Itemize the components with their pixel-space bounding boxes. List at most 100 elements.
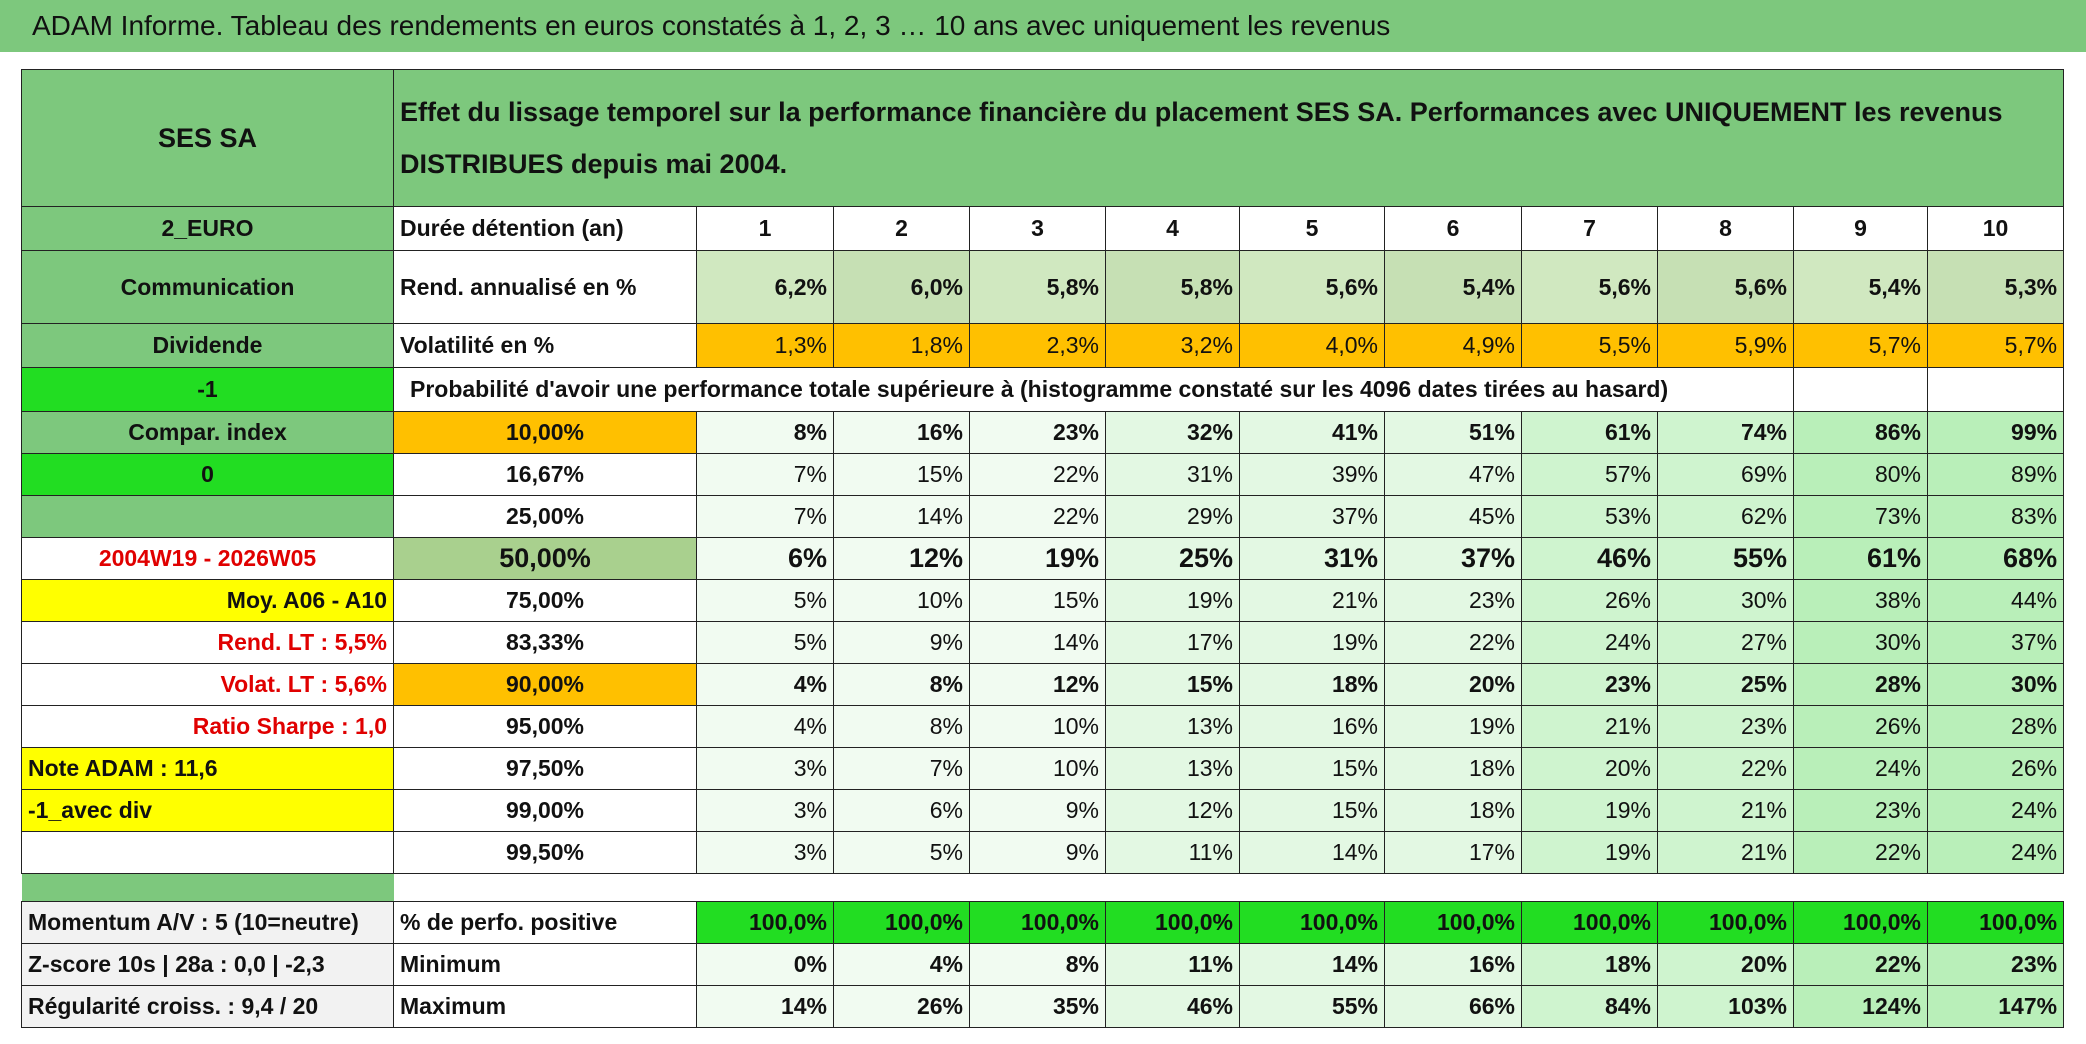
row: -1 Probabilité d'avoir une performance to…	[21, 367, 2065, 412]
cell: 3%	[696, 789, 834, 832]
cell: Compar. index	[21, 411, 394, 454]
cell: 4%	[696, 663, 834, 706]
cell: 24%	[1926, 831, 2065, 874]
cell: 15%	[833, 453, 970, 496]
cell: 4,9%	[1384, 323, 1522, 368]
cell: 8%	[969, 943, 1106, 986]
cell: 147%	[1926, 985, 2065, 1028]
cell: 26%	[1793, 705, 1928, 748]
cell: 5,8%	[1105, 250, 1240, 324]
cell: 1	[696, 206, 834, 251]
cell: 18%	[1239, 663, 1385, 706]
cell: 38%	[1793, 579, 1928, 622]
cell: 14%	[1239, 831, 1385, 874]
cell: 3	[969, 206, 1106, 251]
cell: 80%	[1793, 453, 1928, 496]
row: Momentum A/V : 5 (10=neutre)% de perfo. …	[21, 901, 2065, 944]
cell: 99,00%	[393, 789, 697, 832]
cell: 19%	[1521, 789, 1658, 832]
cell: Dividende	[21, 323, 394, 368]
cell: 7%	[696, 495, 834, 538]
cell: 2,3%	[969, 323, 1106, 368]
cell: 19%	[1239, 621, 1385, 664]
row: Ratio Sharpe : 1,0 95,00% 4% 8% 10% 13% 16% 19%…	[21, 705, 2065, 748]
row: Rend. LT : 5,5% 83,33% 5% 9% 14% 17% 19% 22% 24%…	[21, 621, 2065, 664]
cell: 12%	[969, 663, 1106, 706]
cell: 23%	[1657, 705, 1794, 748]
cell: Effet du lissage temporel sur la perform…	[392, 69, 2065, 207]
cell: 21%	[1239, 579, 1385, 622]
cell: 61%	[1521, 411, 1658, 454]
cell: 100,0%	[1926, 901, 2065, 944]
cell: 39%	[1239, 453, 1385, 496]
cell: 13%	[1105, 747, 1240, 790]
cell: 16%	[1384, 943, 1522, 986]
cell: Volat. LT : 5,6%	[21, 663, 394, 706]
cell: Rend. annualisé en %	[393, 250, 697, 324]
cell: 22%	[1384, 621, 1522, 664]
cell: 100,0%	[1105, 901, 1240, 944]
cell	[21, 831, 394, 874]
cell: Volatilité en %	[393, 323, 697, 368]
cell: 47%	[1384, 453, 1522, 496]
cell: 100,0%	[696, 901, 834, 944]
cell: Probabilité d'avoir une performance tota…	[393, 367, 1794, 412]
cell: 31%	[1105, 453, 1240, 496]
cell: 2_EURO	[21, 206, 394, 251]
cell: 21%	[1521, 705, 1658, 748]
cell: 4	[1105, 206, 1240, 251]
cell: 53%	[1521, 495, 1658, 538]
row: Compar. index 10,00% 8% 16% 23% 32% 41% 51% 61% 7…	[21, 411, 2065, 454]
cell: 37%	[1384, 537, 1522, 580]
cell: 57%	[1521, 453, 1658, 496]
cell	[21, 495, 394, 538]
cell: 21%	[1657, 789, 1794, 832]
cell: 10%	[969, 747, 1106, 790]
row: SES SA Effet du lissage temporel sur la p…	[21, 69, 2065, 207]
cell: -1	[21, 367, 394, 412]
cell: 9%	[969, 831, 1106, 874]
cell: 11%	[1105, 831, 1240, 874]
cell: 2	[833, 206, 970, 251]
cell: Ratio Sharpe : 1,0	[21, 705, 394, 748]
cell: 45%	[1384, 495, 1522, 538]
cell: 16%	[833, 411, 970, 454]
cell: Communication	[21, 250, 394, 324]
cell: Z-score 10s | 28a : 0,0 | -2,3	[21, 943, 394, 986]
cell: 61%	[1793, 537, 1928, 580]
cell: 100,0%	[1239, 901, 1385, 944]
cell: 10%	[833, 579, 970, 622]
cell: 75,00%	[393, 579, 697, 622]
cell: 29%	[1105, 495, 1240, 538]
cell: 62%	[1657, 495, 1794, 538]
row: -1_avec div 99,00% 3% 6% 9% 12% 15% 18% 19% 21% 23…	[21, 789, 2065, 832]
cell: 15%	[1105, 663, 1240, 706]
cell: Régularité croiss. : 9,4 / 20	[21, 985, 394, 1028]
cell: 24%	[1926, 789, 2065, 832]
cell: Moy. A06 - A10	[21, 579, 394, 622]
cell: 30%	[1657, 579, 1794, 622]
cell: 6,2%	[696, 250, 834, 324]
cell: 7	[1521, 206, 1658, 251]
cell	[21, 873, 394, 902]
cell: 30%	[1926, 663, 2065, 706]
cell: 3%	[696, 747, 834, 790]
cell: 4%	[696, 705, 834, 748]
cell: 22%	[1657, 747, 1794, 790]
cell: 8%	[833, 663, 970, 706]
cell: 5%	[696, 621, 834, 664]
cell: 16,67%	[393, 453, 697, 496]
cell: 6,0%	[833, 250, 970, 324]
cell: 16%	[1239, 705, 1385, 748]
cell: 8%	[696, 411, 834, 454]
cell: 46%	[1521, 537, 1658, 580]
cell: Note ADAM : 11,6	[21, 747, 394, 790]
cell: 68%	[1926, 537, 2065, 580]
cell: 8%	[833, 705, 970, 748]
cell: 19%	[1105, 579, 1240, 622]
cell: 10	[1926, 206, 2065, 251]
cell: 19%	[1384, 705, 1522, 748]
cell: 24%	[1521, 621, 1658, 664]
cell: 1,8%	[833, 323, 970, 368]
cell: 20%	[1521, 747, 1658, 790]
